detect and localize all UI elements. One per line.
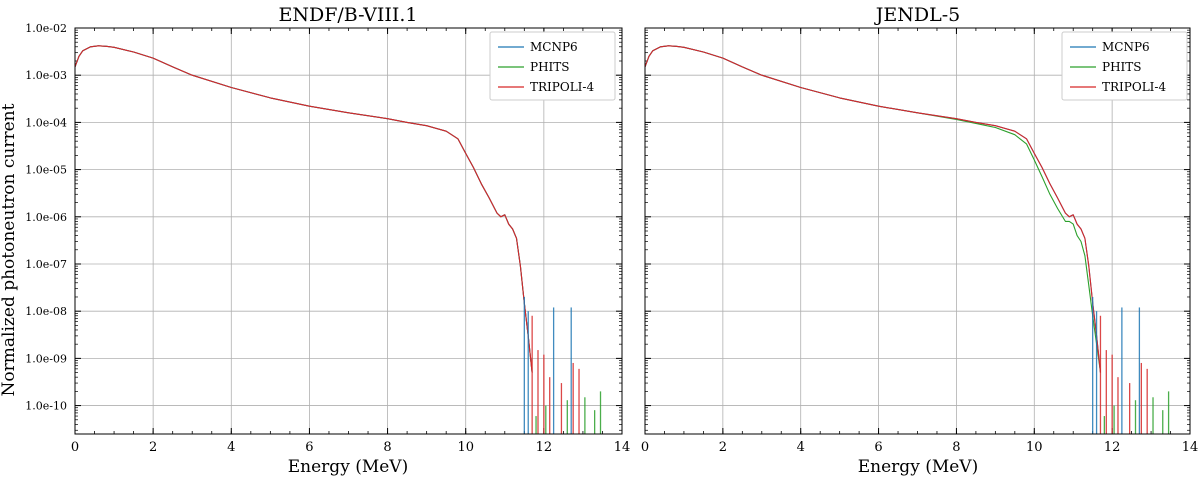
series-line-phits [644, 45, 1102, 373]
legend-label-tripoli4: TRIPOLI-4 [530, 80, 594, 94]
x-tick-label: 10 [1026, 440, 1043, 455]
panel-jendl: JENDL-5 Energy (MeV) 0 2 4 6 8 10 12 14 MCNP6 P… [641, 4, 1198, 477]
legend-label-phits: PHITS [530, 60, 570, 74]
series-line-mcnp6 [644, 45, 1102, 373]
legend-label-mcnp6: MCNP6 [1102, 40, 1150, 54]
x-tick-label: 14 [614, 440, 631, 455]
y-tick-label: 1.0e-06 [25, 211, 67, 224]
x-tick-label: 12 [1104, 440, 1121, 455]
series-line-tripoli4 [74, 45, 533, 373]
x-tick-label: 4 [797, 440, 805, 455]
x-tick-label: 8 [383, 440, 391, 455]
y-tick-label: 1.0e-07 [25, 258, 67, 271]
series-line-tripoli4 [644, 45, 1102, 373]
y-tick-label: 1.0e-03 [25, 69, 67, 82]
legend-box [1061, 31, 1188, 101]
y-tick-label: 1.0e-05 [25, 164, 67, 177]
x-axis-label: Energy (MeV) [858, 457, 978, 477]
axes-frame [74, 27, 623, 435]
x-tick-label: 2 [719, 440, 727, 455]
axes-frame [644, 27, 1191, 435]
y-tick-label: 1.0e-02 [25, 22, 67, 35]
legend-label-tripoli4: TRIPOLI-4 [1102, 80, 1166, 94]
panel-endf: ENDF/B-VIII.1 Energy (MeV) 0 2 4 6 8 10 12 14 1.… [25, 4, 630, 477]
x-tick-label: 10 [457, 440, 474, 455]
panel-title: JENDL-5 [874, 4, 960, 26]
y-tick-label: 1.0e-09 [25, 352, 67, 365]
x-tick-label: 14 [1182, 440, 1199, 455]
legend-box [489, 31, 616, 101]
x-tick-label: 6 [305, 440, 313, 455]
y-axis-label: Normalized photoneutron current [0, 103, 19, 396]
x-tick-label: 2 [149, 440, 157, 455]
x-tick-label: 12 [536, 440, 553, 455]
x-tick-label: 8 [952, 440, 960, 455]
x-tick-label: 0 [641, 440, 649, 455]
y-tick-label: 1.0e-10 [25, 400, 67, 413]
series-line-phits [74, 45, 533, 373]
panel-title: ENDF/B-VIII.1 [278, 4, 417, 26]
y-tick-label: 1.0e-04 [25, 116, 67, 129]
legend: MCNP6 PHITS TRIPOLI-4 [1061, 31, 1188, 101]
x-tick-label: 4 [227, 440, 235, 455]
x-tick-label: 6 [874, 440, 882, 455]
legend: MCNP6 PHITS TRIPOLI-4 [489, 31, 616, 101]
x-tick-label: 0 [71, 440, 79, 455]
y-tick-label: 1.0e-08 [25, 305, 67, 318]
x-axis-label: Energy (MeV) [288, 457, 408, 477]
legend-label-mcnp6: MCNP6 [530, 40, 578, 54]
legend-label-phits: PHITS [1102, 60, 1142, 74]
series-line-mcnp6 [74, 45, 533, 373]
